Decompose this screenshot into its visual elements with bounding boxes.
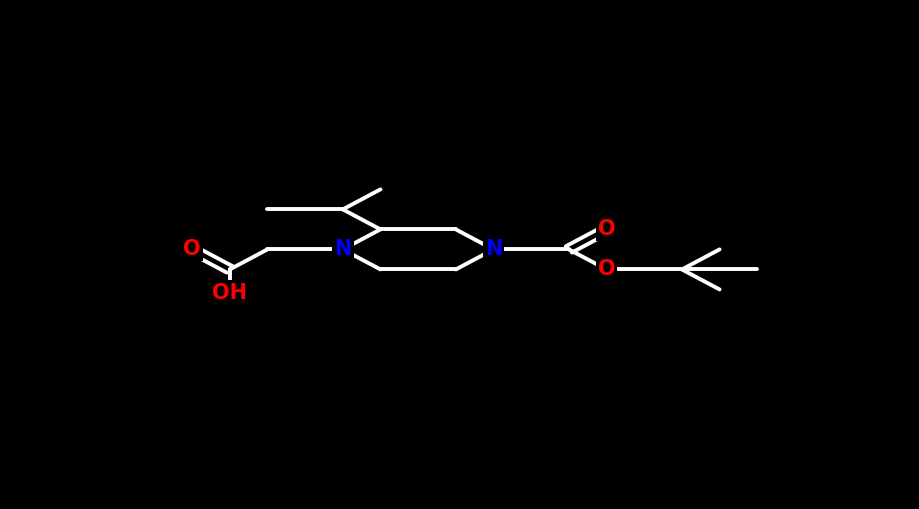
Text: N: N	[335, 239, 351, 260]
Text: N: N	[485, 239, 502, 260]
Text: OH: OH	[212, 282, 247, 302]
Text: O: O	[183, 239, 201, 260]
Text: O: O	[597, 219, 616, 239]
Text: O: O	[597, 260, 616, 279]
